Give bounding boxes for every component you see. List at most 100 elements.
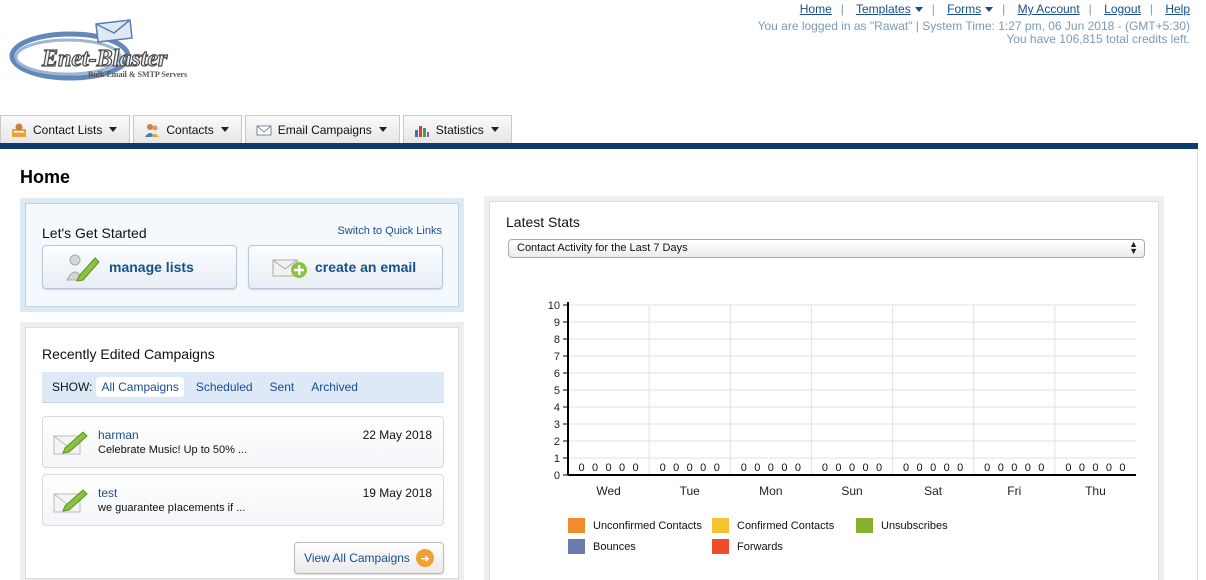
chevron-down-icon [490,127,499,132]
envelope-icon [256,125,272,135]
recent-campaigns-panel: Recently Edited Campaigns SHOW: All Camp… [20,322,464,580]
filter-scheduled[interactable]: Scheduled [195,380,253,394]
nav-my-account-link[interactable]: My Account [1017,2,1080,16]
campaign-subject: Celebrate Music! Up to 50% ... [98,444,248,456]
tab-contacts[interactable]: Contacts [133,115,242,143]
data-label: 0 [795,462,801,474]
legend-swatch [568,539,585,554]
tab-contact-lists[interactable]: Contact Lists [0,115,131,143]
y-tick-label: 2 [554,436,560,448]
legend-label: Bounces [593,540,636,553]
data-label: 0 [930,462,936,474]
tab-statistics[interactable]: Statistics [402,115,512,143]
legend-swatch [568,518,585,533]
legend-swatch [712,539,729,554]
tab-email-campaigns[interactable]: Email Campaigns [244,115,400,143]
data-label: 0 [741,462,747,474]
data-label: 0 [660,462,666,474]
get-started-title: Let's Get Started [42,225,147,241]
x-tick-label: Wed [596,484,620,498]
x-tick-label: Tue [680,484,701,498]
filter-archived[interactable]: Archived [311,380,358,394]
legend-label: Unsubscribes [881,519,948,532]
y-tick-label: 3 [554,419,560,431]
y-tick-label: 7 [554,351,560,363]
campaign-subject: we guarantee pIacements if ... [98,502,246,514]
enet-blaster-logo: Enet-Blaster Bulk Email & SMTP Servers [9,19,187,81]
campaign-row[interactable]: harman Celebrate Music! Up to 50% ... 22… [42,416,444,468]
legend-item: Unsubscribes [856,518,948,533]
x-tick-label: Mon [759,484,782,498]
nav-help-link[interactable]: Help [1165,2,1190,16]
main-tabs: Contact Lists Contacts Email Campaigns S… [0,115,515,143]
y-tick-label: 9 [554,317,560,329]
data-label: 0 [998,462,1004,474]
data-label: 0 [768,462,774,474]
data-label: 0 [673,462,679,474]
data-label: 0 [1025,462,1031,474]
stats-period-select[interactable]: Contact Activity for the Last 7 Days ▲ ▼ [508,239,1145,258]
x-tick-label: Thu [1085,484,1106,498]
contact-lists-icon [12,123,26,137]
nav-divider-bar [0,143,1198,149]
tab-label: Contacts [166,122,214,137]
data-label: 0 [781,462,787,474]
chevron-down-icon [220,127,229,132]
nav-logout-link[interactable]: Logout [1104,2,1141,16]
campaign-date: 19 May 2018 [362,486,432,500]
legend-item: Unconfirmed Contacts [568,518,702,533]
create-email-button[interactable]: create an email [248,245,443,289]
page-border [1197,149,1198,580]
logo-text: Enet-Blaster [41,46,168,72]
data-label: 0 [714,462,720,474]
data-label: 0 [917,462,923,474]
data-label: 0 [957,462,963,474]
legend-label: Confirmed Contacts [737,519,835,532]
filter-all-campaigns[interactable]: All Campaigns [96,377,184,397]
nav-home-link[interactable]: Home [799,2,832,16]
bar-chart-icon [414,125,429,137]
campaign-row[interactable]: test we guarantee pIacements if ... 19 M… [42,474,444,526]
legend-item: Forwards [712,539,783,554]
latest-stats-panel: Latest Stats Contact Activity for the La… [484,196,1164,580]
y-tick-label: 8 [554,334,560,346]
create-email-label: create an email [315,259,417,275]
y-tick-label: 0 [554,470,560,482]
nav-templates-link[interactable]: Templates [856,2,923,16]
legend-label: Unconfirmed Contacts [593,519,702,532]
data-label: 0 [687,462,693,474]
nav-forms-link[interactable]: Forms [947,2,994,16]
data-label: 0 [822,462,828,474]
data-label: 0 [1106,462,1112,474]
top-navigation: Home | Templates | Forms | My Account | Logo… [799,2,1190,16]
y-tick-label: 4 [554,402,560,414]
data-label: 0 [578,462,584,474]
account-status: You are logged in as "Rawat" | System Ti… [758,20,1190,46]
recent-campaigns-title: Recently Edited Campaigns [42,346,215,362]
campaign-name-link[interactable]: harman [98,428,139,442]
data-label: 0 [1092,462,1098,474]
view-all-campaigns-button[interactable]: View All Campaigns ➜ [294,542,444,574]
logo-tagline: Bulk Email & SMTP Servers [88,70,187,79]
data-label: 0 [984,462,990,474]
manage-lists-button[interactable]: manage lists [42,245,237,289]
y-tick-label: 10 [548,300,560,312]
data-label: 0 [633,462,639,474]
data-label: 0 [592,462,598,474]
chevron-down-icon [985,7,994,13]
y-tick-label: 1 [554,453,560,465]
x-tick-label: Sat [924,484,943,498]
data-label: 0 [1011,462,1017,474]
view-all-label: View All Campaigns [304,551,410,565]
legend-swatch [712,518,729,533]
filter-sent[interactable]: Sent [269,380,295,394]
campaign-date: 22 May 2018 [362,428,432,442]
campaign-name-link[interactable]: test [98,486,118,500]
data-label: 0 [903,462,909,474]
switch-quick-links-link[interactable]: Switch to Quick Links [337,225,442,237]
legend-swatch [856,518,873,533]
x-tick-label: Sun [841,484,862,498]
manage-lists-label: manage lists [109,259,194,275]
y-tick-label: 6 [554,368,560,380]
arrow-right-icon: ➜ [415,549,434,567]
